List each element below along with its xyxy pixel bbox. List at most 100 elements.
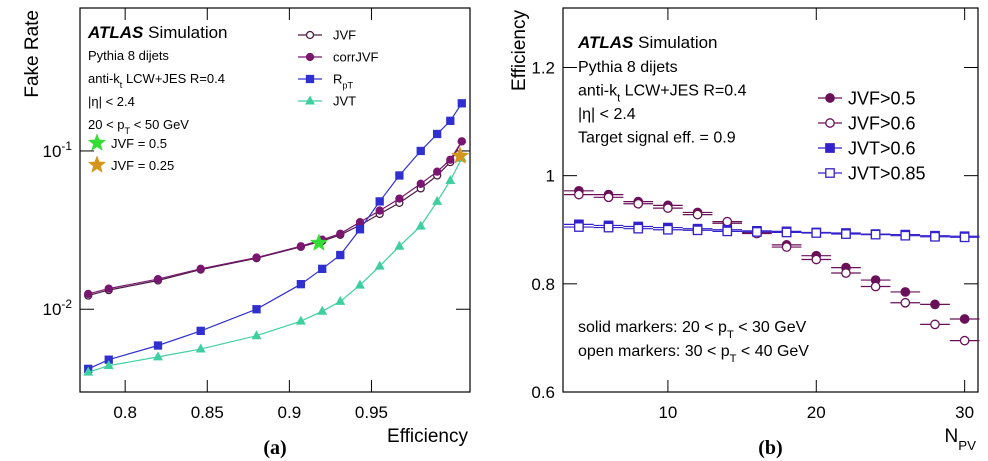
marker	[811, 254, 822, 265]
text-part: JVF = 0.25	[111, 158, 174, 173]
text-part: JVT>0.85	[848, 163, 926, 183]
y-tick-label: 10-1	[43, 139, 73, 161]
text-part: -2	[61, 297, 72, 311]
annotation: anti-kt LCW+JES R=0.4	[88, 71, 225, 90]
marker	[603, 222, 614, 233]
text-part: T	[125, 126, 131, 136]
legend-label: JVF = 0.25	[111, 158, 174, 173]
star-marker	[450, 146, 470, 164]
marker	[930, 231, 940, 242]
marker	[663, 224, 673, 235]
marker	[355, 279, 365, 289]
text-part: R	[333, 72, 342, 87]
marker	[415, 220, 426, 230]
marker	[781, 227, 792, 238]
text-part: 0.6	[531, 383, 555, 402]
legend-label: JVT>0.6	[848, 138, 916, 158]
experiment-label: Simulation	[638, 33, 717, 52]
legend-label: JVF>0.5	[848, 88, 916, 108]
marker	[692, 225, 703, 236]
atlas-label: ATLAS Simulation	[87, 23, 228, 42]
x-tick-label: 30	[955, 403, 974, 422]
text-part: corrJVF	[333, 50, 379, 65]
marker	[318, 264, 327, 273]
marker	[603, 192, 614, 203]
text-part: anti-k	[578, 83, 618, 100]
legend-label: corrJVF	[333, 50, 379, 65]
x-axis-label: Efficiency	[387, 426, 468, 447]
marker	[317, 305, 328, 315]
marker	[959, 335, 970, 346]
experiment: ATLAS	[577, 33, 634, 52]
star-marker	[87, 155, 107, 173]
annotation: anti-kt LCW+JES R=0.4	[578, 83, 747, 105]
text-part: Efficiency	[509, 10, 530, 91]
marker	[336, 250, 345, 260]
text-part: solid markers: 20 < p	[578, 319, 727, 336]
text-part: Pythia 8 dijets	[88, 48, 169, 63]
text-part: JVF>0.6	[848, 113, 916, 133]
text-part: 30	[955, 403, 974, 422]
marker	[305, 30, 315, 40]
annotation: Target signal eff. = 0.9	[578, 130, 736, 147]
panel-label: (b)	[758, 437, 782, 459]
text-part: JVT	[333, 94, 356, 109]
annotation: |η| < 2.4	[578, 106, 636, 123]
text-part: T	[730, 353, 737, 365]
marker	[446, 116, 455, 125]
x-axis-label: NPV	[945, 426, 977, 453]
text-part: 10	[658, 403, 677, 422]
legend-label: JVF>0.6	[848, 113, 916, 133]
marker	[446, 155, 455, 164]
marker	[336, 229, 345, 238]
text-part: open markers: 30 < p	[578, 343, 730, 360]
text-part: JVF = 0.5	[111, 136, 167, 151]
marker	[83, 366, 94, 376]
text-part: JVF	[333, 28, 356, 43]
marker	[252, 253, 261, 262]
text-part: Simulation	[148, 23, 227, 42]
x-tick-label: 10	[658, 403, 677, 422]
experiment-label: Simulation	[148, 23, 227, 42]
panel-label: (a)	[263, 437, 286, 459]
marker	[395, 171, 404, 180]
legend-label: JVF = 0.5	[111, 136, 167, 151]
text-part: < 30 GeV	[734, 319, 807, 336]
marker	[445, 175, 456, 185]
text-part: JVT>0.6	[848, 138, 916, 158]
marker	[900, 297, 911, 308]
marker	[900, 230, 911, 241]
marker	[103, 360, 114, 370]
text-part: 0.9	[278, 403, 302, 422]
marker	[433, 167, 442, 176]
marker	[825, 168, 835, 178]
text-part: Fake Rate	[22, 10, 43, 98]
marker	[722, 216, 733, 227]
marker	[375, 206, 384, 215]
marker	[84, 289, 93, 299]
marker	[335, 295, 346, 305]
star-marker	[309, 233, 329, 251]
marker	[153, 351, 163, 361]
marker	[574, 222, 584, 232]
text-part: 10	[43, 300, 62, 319]
marker	[574, 189, 584, 200]
annotation: solid markers: 20 < pT < 30 GeV	[578, 319, 807, 341]
text-part: |η| < 2.4	[88, 94, 135, 109]
marker	[900, 287, 911, 297]
marker	[355, 217, 365, 227]
marker	[375, 197, 384, 206]
text-part: 10	[43, 142, 62, 161]
annotation: |η| < 2.4	[88, 94, 135, 109]
marker	[295, 315, 306, 325]
y-tick-label: 10-2	[43, 297, 73, 319]
marker	[930, 299, 940, 310]
marker	[104, 284, 113, 293]
text-part: Target signal eff. = 0.9	[578, 130, 736, 147]
text-part: ATLAS	[87, 23, 144, 42]
marker	[841, 268, 851, 278]
x-tick-label: 0.9	[278, 403, 302, 422]
annotation: 20 < pT < 50 GeV	[88, 117, 189, 136]
text-part: 1.2	[531, 58, 555, 77]
atlas-label: ATLAS Simulation	[577, 33, 718, 52]
